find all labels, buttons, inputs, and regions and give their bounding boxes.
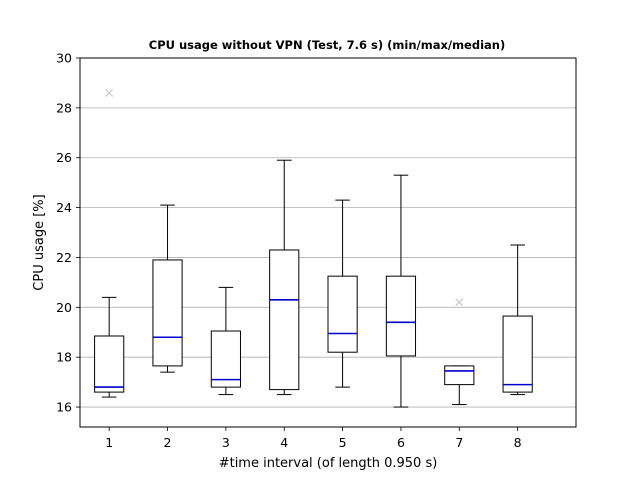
x-tick-label: 3 <box>222 435 230 450</box>
box-4 <box>269 159 300 396</box>
box-2 <box>152 204 183 373</box>
y-tick-label: 18 <box>56 350 72 365</box>
iqr-box <box>502 315 533 393</box>
x-tick-label: 7 <box>455 435 463 450</box>
x-tick-label: 1 <box>105 435 113 450</box>
box-3 <box>210 286 241 396</box>
y-tick-label: 20 <box>56 300 72 315</box>
iqr-box <box>94 335 125 393</box>
y-tick-label: 30 <box>56 51 72 66</box>
x-axis-label: #time interval (of length 0.950 s) <box>219 456 438 471</box>
outlier-stroke <box>105 88 114 97</box>
iqr-box <box>269 249 300 391</box>
box-5 <box>327 199 358 388</box>
box-series <box>94 88 533 408</box>
y-tick-label: 24 <box>56 200 72 215</box>
chart-title: CPU usage without VPN (Test, 7.6 s) (min… <box>149 38 506 52</box>
outlier-stroke <box>455 298 464 307</box>
box-8 <box>502 244 533 396</box>
y-tick-label: 28 <box>56 100 72 115</box>
iqr-box <box>385 275 417 357</box>
y-tick-label: 22 <box>56 250 72 265</box>
iqr-box <box>444 365 475 386</box>
plot-frame <box>79 57 577 428</box>
y-tick-label: 16 <box>56 400 72 415</box>
box-6 <box>385 174 417 408</box>
y-axis-label: CPU usage [%] <box>32 194 47 290</box>
x-tick-label: 5 <box>339 435 347 450</box>
x-tick-label: 8 <box>514 435 522 450</box>
x-tick-label: 6 <box>397 435 405 450</box>
axis-ticks: 16 18 20 22 24 26 28 30 1 2 3 4 5 6 7 8 <box>56 51 522 451</box>
iqr-box <box>152 259 183 367</box>
outlier-marker <box>105 88 114 97</box>
box-7 <box>444 298 475 406</box>
y-tick-label: 26 <box>56 150 72 165</box>
iqr-box <box>327 275 358 353</box>
outlier-marker <box>455 298 464 307</box>
box-1 <box>94 88 125 398</box>
x-tick-label: 2 <box>164 435 172 450</box>
x-tick-label: 4 <box>280 435 288 450</box>
iqr-box <box>210 330 241 388</box>
